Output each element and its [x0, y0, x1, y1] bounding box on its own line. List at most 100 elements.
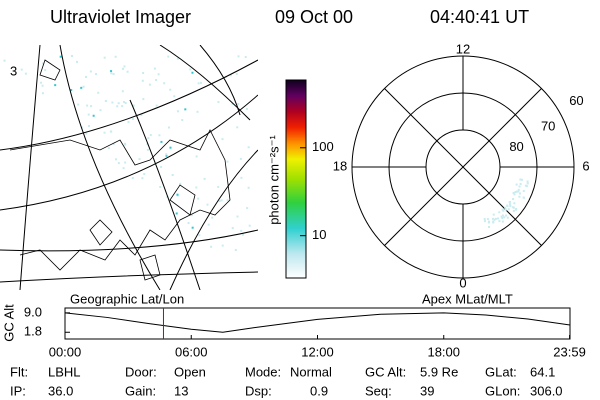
speckle [76, 60, 79, 63]
field-label: IP: [10, 383, 26, 398]
speckle [502, 209, 505, 212]
speckle [44, 69, 47, 72]
speckle [504, 206, 507, 209]
mlt-label: 18 [333, 158, 347, 173]
speckle [525, 185, 528, 188]
speckle [175, 212, 178, 215]
speckle [503, 216, 506, 219]
speckle [99, 109, 102, 112]
speckle [169, 146, 172, 149]
speckle [237, 103, 240, 106]
speckle [138, 158, 141, 161]
speckle [197, 197, 200, 200]
speckle [515, 208, 518, 211]
speckle [89, 70, 92, 73]
colorbar-tick-label: 100 [312, 139, 334, 154]
speckle [483, 218, 486, 221]
speckle [141, 177, 144, 180]
speckle [226, 199, 229, 202]
speckle [165, 153, 168, 156]
speckle [80, 86, 83, 89]
speckle [513, 202, 516, 205]
speckle [84, 75, 87, 78]
speckle [512, 198, 515, 201]
speckle [191, 226, 194, 229]
speckle [237, 55, 240, 58]
speckle [512, 192, 515, 195]
speckle [247, 146, 250, 149]
speckle [492, 220, 495, 223]
speckle [240, 176, 243, 179]
speckle [54, 84, 57, 87]
speckle [87, 113, 90, 116]
speckle [124, 143, 127, 146]
speckle [234, 248, 237, 251]
speckle [226, 160, 229, 163]
speckle [181, 118, 184, 121]
speckle [147, 137, 150, 140]
y-tick-label: 9.0 [24, 304, 42, 319]
speckle [247, 186, 250, 189]
altitude-line [64, 312, 571, 333]
speckle [189, 68, 192, 71]
speckle [248, 224, 251, 227]
field-label: GLon: [485, 383, 520, 398]
x-tick-label: 23:59 [553, 344, 586, 359]
speckle [41, 92, 44, 95]
speckle [505, 214, 508, 217]
speckle [176, 57, 179, 60]
speckle [146, 148, 149, 151]
speckle [40, 81, 43, 84]
speckle [121, 90, 124, 93]
speckle [517, 188, 520, 191]
field-label: Mode: [245, 364, 281, 379]
speckle [515, 190, 518, 193]
date: 09 Oct 00 [275, 7, 353, 27]
speckle [522, 196, 525, 199]
speckle [114, 55, 117, 58]
title: Ultraviolet Imager [50, 7, 191, 27]
speckle [491, 217, 494, 220]
speckle [155, 78, 158, 81]
speckle [131, 177, 134, 180]
field-label: Flt: [10, 364, 28, 379]
speckle [242, 233, 245, 236]
speckle [520, 178, 523, 181]
speckle [197, 82, 200, 85]
speckle [148, 83, 151, 86]
speckle [123, 65, 126, 68]
speckle [97, 91, 100, 94]
speckle [518, 195, 521, 198]
speckle [159, 185, 162, 188]
speckle [140, 114, 143, 117]
speckle [236, 215, 239, 218]
field-label: Door: [125, 364, 157, 379]
speckle [519, 178, 522, 181]
speckle [236, 126, 239, 129]
speckle [486, 218, 489, 221]
speckle [231, 227, 234, 230]
speckle [506, 204, 509, 207]
speckle [221, 244, 224, 247]
speckle [124, 161, 127, 164]
speckle [132, 104, 135, 107]
svg-text:3: 3 [10, 63, 17, 78]
speckle [522, 190, 525, 193]
speckle [231, 102, 234, 105]
altitude-frame [64, 307, 571, 340]
speckle [131, 117, 134, 120]
diagonal [384, 88, 542, 246]
speckle [512, 206, 515, 209]
speckle [519, 182, 522, 185]
speckle [218, 200, 221, 203]
speckle [240, 229, 243, 232]
lat-label: 60 [569, 93, 583, 108]
speckle [24, 72, 27, 75]
lat-label: 80 [509, 139, 523, 154]
speckle [87, 125, 90, 128]
speckle [20, 68, 23, 71]
x-tick-label: 12:00 [301, 344, 334, 359]
mlt-label: 6 [582, 158, 589, 173]
speckle [116, 105, 119, 108]
